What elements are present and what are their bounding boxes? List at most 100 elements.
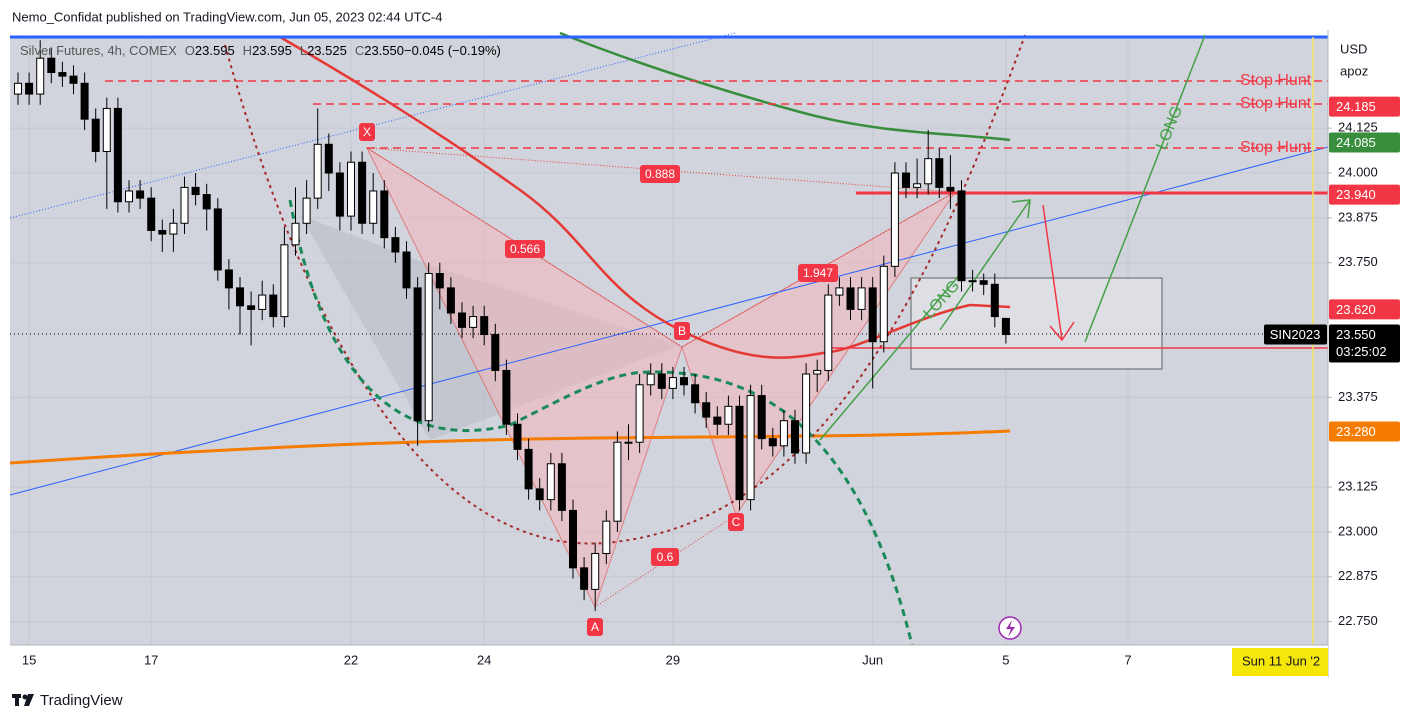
pattern-label-box [587, 618, 603, 636]
candle-body [890, 172, 899, 267]
price-label-box [1329, 184, 1400, 205]
stop-hunt-label: Stop Hunt [1240, 139, 1312, 156]
candle-body [147, 197, 156, 231]
candle-body [846, 287, 855, 310]
candle-body [935, 158, 944, 188]
cursor-date: Sun 11 Jun '2 [1242, 653, 1320, 668]
candle-body [58, 72, 67, 77]
candle-body [47, 57, 56, 74]
candle-body [180, 186, 189, 224]
x-tick-label: 5 [1002, 652, 1009, 667]
pattern-label: 0.566 [510, 242, 540, 256]
candle-body [613, 441, 622, 522]
candle-body [646, 373, 655, 386]
long-line [819, 271, 963, 441]
candle-body [591, 552, 600, 590]
candle-body [813, 369, 822, 375]
candle-body [757, 395, 766, 440]
x-tick-label: 24 [477, 652, 491, 667]
candle-body [335, 172, 344, 217]
candle-body [158, 229, 167, 235]
price-label: 23.550 [1336, 327, 1376, 342]
candle-body [313, 143, 322, 199]
legend-value: 23.525 [307, 43, 347, 58]
candle-body [36, 57, 45, 95]
ohlc-legend: Silver Futures, 4h, COMEX O23.595 H23.595 L… [20, 43, 501, 58]
candle-body [380, 190, 389, 239]
y-tick-label: 23.750 [1338, 254, 1378, 269]
candle-body [280, 244, 289, 318]
legend-value: −0.045 (−0.19%) [404, 43, 501, 58]
candle-body [602, 520, 611, 554]
logo-part [15, 694, 19, 706]
candle-body [347, 161, 355, 217]
y-tick-label: 22.750 [1338, 613, 1378, 628]
candle-body [136, 190, 145, 199]
candle-body [746, 395, 755, 501]
x-tick-label: 17 [144, 652, 158, 667]
candle-body [569, 509, 577, 569]
symbol-label: SIN2023 [1270, 327, 1321, 342]
candle-body [968, 280, 977, 283]
x-tick-label: 22 [344, 652, 358, 667]
logo-part [22, 694, 28, 700]
candle-body [1001, 317, 1010, 336]
candle-body [113, 107, 122, 203]
candle-body [835, 287, 844, 296]
pattern-label: 0.888 [645, 167, 675, 181]
candle-body [102, 107, 111, 152]
candle-body [258, 294, 267, 310]
y-tick-label: 23.000 [1338, 523, 1378, 538]
pattern-label-box [728, 513, 744, 531]
candle-body [446, 287, 455, 314]
candle-body [424, 273, 433, 422]
candle-body [724, 405, 733, 425]
cursor-date-box [1232, 648, 1328, 676]
price-label-box [1329, 132, 1400, 153]
curve [288, 199, 914, 646]
currency: USD [1340, 41, 1367, 56]
candle-body [990, 283, 999, 318]
pattern-label-box [651, 548, 679, 566]
pattern-label: B [678, 324, 686, 338]
candle-body [557, 463, 566, 511]
candle-body [191, 186, 200, 196]
candle-body [768, 438, 777, 447]
candle-body [502, 369, 511, 425]
symbol: Silver Futures, 4h, COMEX [20, 43, 177, 58]
legend-value: 23.595 [195, 43, 235, 58]
candle-body [80, 82, 89, 120]
price-label: 23.620 [1336, 302, 1376, 317]
unit: apoz [1340, 63, 1368, 78]
symbol-label-box [1264, 324, 1327, 345]
legend-key: H [243, 43, 252, 58]
stop-hunt-label: Stop Hunt [1240, 95, 1312, 112]
pattern-label-box [798, 264, 838, 282]
candle-body [369, 190, 378, 224]
candle-body [125, 190, 133, 203]
x-tick-label: 29 [666, 652, 680, 667]
candle-body [713, 416, 722, 425]
candle-body [824, 294, 833, 371]
candle-body [236, 287, 244, 307]
candle-body [802, 373, 811, 454]
candle-body [413, 287, 422, 422]
logo-part [24, 694, 34, 706]
candle-body [25, 82, 34, 95]
candles [14, 40, 1010, 611]
price-label-box [1329, 324, 1400, 363]
legend-value: 23.550 [364, 43, 404, 58]
moving-average [9, 429, 1011, 465]
candle-body [391, 237, 400, 253]
candle-body [491, 334, 500, 371]
candle-body [624, 441, 633, 444]
y-tick-label: 23.875 [1338, 209, 1378, 224]
pattern-label: A [591, 620, 599, 634]
candle-body [469, 316, 478, 328]
pattern-label: C [732, 515, 741, 529]
candle-body [535, 488, 544, 501]
candle-body [691, 384, 700, 404]
price-label-box [1329, 299, 1400, 320]
candle-body [247, 305, 256, 310]
